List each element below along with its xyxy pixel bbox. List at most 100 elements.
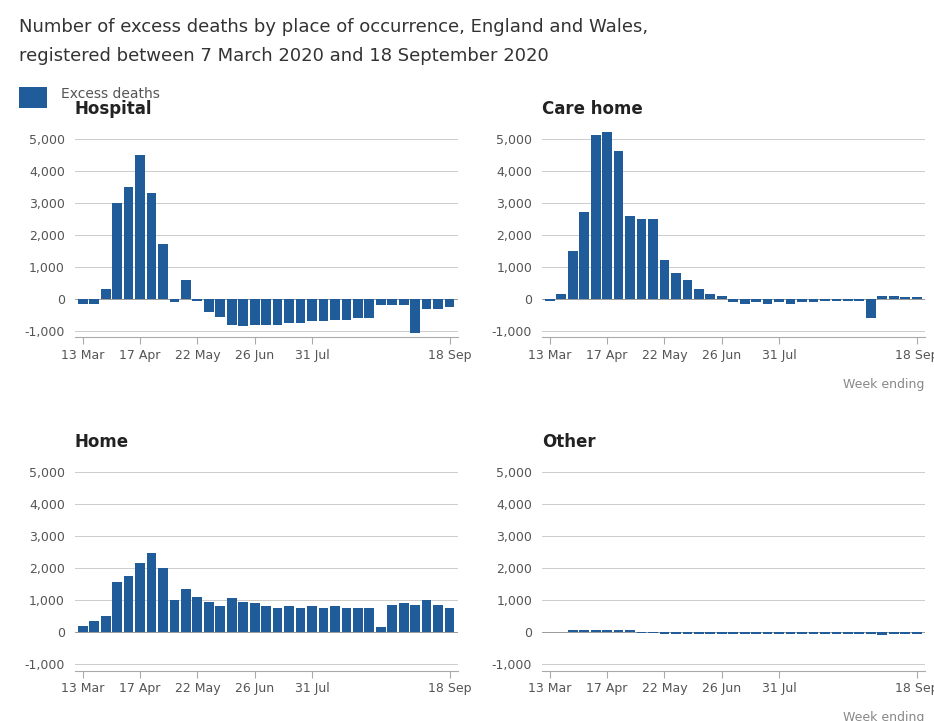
Bar (568, 251, 577, 299)
Bar (123, 576, 134, 632)
Bar (123, 187, 134, 299)
Bar (877, 632, 887, 635)
Bar (751, 299, 761, 302)
Bar (614, 630, 624, 632)
Bar (820, 299, 829, 301)
Bar (399, 603, 408, 632)
Bar (135, 154, 145, 299)
Bar (388, 605, 397, 632)
Bar (353, 299, 362, 318)
Bar (694, 289, 703, 299)
Bar (602, 629, 612, 632)
Bar (375, 299, 386, 306)
Text: Other: Other (542, 433, 596, 451)
Text: Week ending: Week ending (843, 712, 925, 721)
Bar (877, 296, 887, 299)
Bar (579, 630, 589, 632)
Bar (763, 299, 772, 304)
Bar (318, 299, 329, 322)
Bar (637, 632, 646, 633)
Text: Home: Home (75, 433, 129, 451)
Bar (866, 632, 876, 634)
Bar (330, 606, 340, 632)
Bar (101, 289, 110, 299)
Bar (364, 299, 375, 318)
Bar (889, 632, 899, 634)
Bar (273, 608, 282, 632)
Bar (227, 598, 236, 632)
Bar (557, 294, 566, 299)
Bar (705, 632, 715, 634)
Bar (855, 632, 864, 634)
Bar (296, 299, 305, 323)
Bar (729, 299, 738, 302)
Bar (568, 630, 577, 632)
Bar (147, 554, 156, 632)
Bar (112, 583, 122, 632)
Bar (158, 244, 168, 299)
Bar (307, 299, 317, 322)
Bar (717, 632, 727, 634)
Bar (729, 632, 738, 634)
Bar (602, 132, 612, 299)
Bar (181, 280, 191, 299)
Bar (774, 632, 784, 634)
Bar (705, 294, 715, 299)
Bar (170, 299, 179, 302)
Bar (797, 299, 807, 302)
Bar (78, 299, 88, 304)
Bar (591, 629, 601, 632)
Bar (262, 299, 271, 324)
Bar (671, 632, 681, 634)
Bar (545, 299, 555, 301)
Bar (227, 299, 236, 324)
Bar (855, 299, 864, 301)
Bar (683, 280, 692, 299)
Bar (809, 299, 818, 302)
Bar (694, 632, 703, 634)
Bar (740, 299, 750, 304)
Bar (90, 621, 99, 632)
Bar (238, 601, 248, 632)
Bar (717, 296, 727, 299)
Text: Excess deaths: Excess deaths (61, 87, 160, 101)
Bar (262, 606, 271, 632)
Bar (181, 589, 191, 632)
Text: Week ending: Week ending (843, 379, 925, 392)
Bar (249, 299, 260, 324)
Bar (216, 606, 225, 632)
Bar (433, 299, 443, 309)
Bar (900, 297, 910, 299)
Bar (410, 299, 420, 332)
Bar (158, 568, 168, 632)
Text: Number of excess deaths by place of occurrence, England and Wales,: Number of excess deaths by place of occu… (19, 18, 648, 36)
Bar (307, 606, 317, 632)
Bar (135, 563, 145, 632)
Bar (785, 632, 796, 634)
Bar (249, 603, 260, 632)
Bar (763, 632, 772, 634)
Bar (866, 299, 876, 318)
Bar (364, 608, 375, 632)
Bar (238, 299, 248, 326)
Bar (422, 600, 432, 632)
Bar (809, 632, 818, 634)
Bar (637, 218, 646, 299)
Bar (843, 299, 853, 301)
Bar (170, 600, 179, 632)
Bar (445, 299, 455, 307)
Bar (591, 136, 601, 299)
Bar (399, 299, 408, 306)
Bar (900, 632, 910, 634)
Bar (330, 299, 340, 320)
Bar (785, 299, 796, 304)
Bar (273, 299, 282, 324)
Bar (410, 605, 420, 632)
Bar (318, 608, 329, 632)
Bar (192, 597, 203, 632)
Bar (342, 299, 351, 320)
Text: Care home: Care home (542, 100, 643, 118)
Bar (831, 299, 842, 301)
Bar (90, 299, 99, 304)
Bar (683, 632, 692, 634)
